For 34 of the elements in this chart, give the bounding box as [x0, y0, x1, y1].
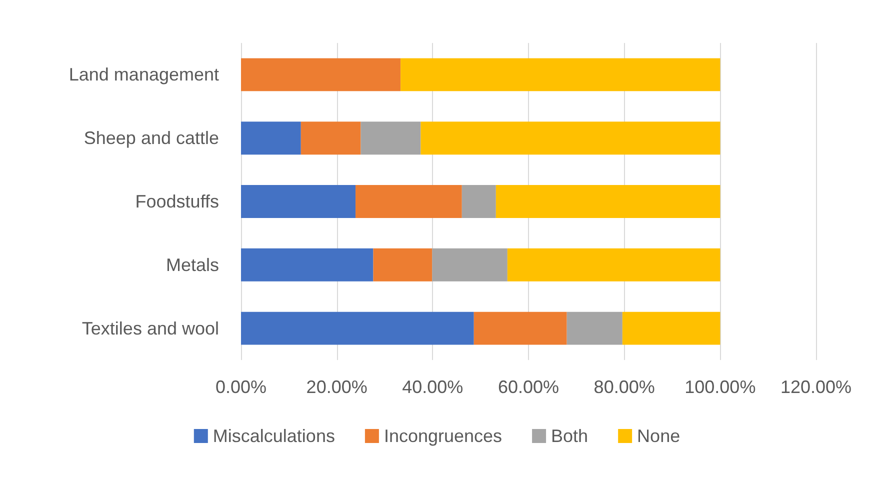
legend-label: None [637, 426, 680, 446]
bar [462, 185, 496, 218]
bar [474, 312, 567, 345]
bar [496, 185, 720, 218]
legend-label: Incongruences [384, 426, 502, 446]
x-tick-label: 40.00% [402, 377, 464, 397]
x-tick-label: 60.00% [498, 377, 560, 397]
bar [373, 248, 432, 282]
bar [241, 58, 401, 92]
bar [241, 248, 374, 282]
y-tick-label: Foodstuffs [135, 192, 219, 212]
bar [241, 185, 356, 218]
bar [300, 122, 361, 155]
bar [356, 185, 462, 218]
y-tick-label: Metals [166, 254, 219, 275]
legend-label: Both [551, 426, 588, 446]
bar [360, 122, 421, 155]
bar [241, 122, 301, 155]
bar [507, 248, 720, 282]
x-tick-label: 120.00% [780, 377, 852, 397]
bar [420, 122, 720, 155]
x-tick-label: 100.00% [684, 377, 756, 397]
bar [400, 58, 720, 92]
legend-label: Miscalculations [212, 426, 335, 446]
x-tick-label: 80.00% [594, 377, 655, 397]
bar [241, 312, 474, 345]
bar [432, 248, 508, 282]
x-tick-label: 20.00% [306, 377, 368, 397]
bar [622, 312, 720, 345]
y-tick-label: Land management [68, 64, 219, 85]
x-tick-label: 0.00% [215, 377, 267, 397]
bar [566, 312, 622, 345]
y-tick-label: Textiles and wool [82, 318, 219, 338]
y-tick-label: Sheep and cattle [84, 128, 219, 148]
